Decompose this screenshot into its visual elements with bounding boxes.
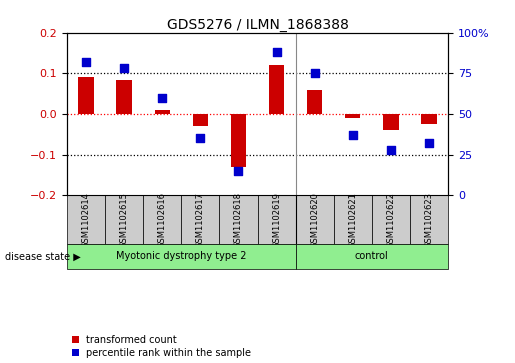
Point	[349, 132, 357, 138]
Text: GSM1102618: GSM1102618	[234, 192, 243, 248]
Point	[158, 95, 166, 101]
Text: GSM1102619: GSM1102619	[272, 192, 281, 248]
Bar	[410, 195, 448, 244]
Bar	[67, 244, 296, 269]
Bar	[105, 195, 143, 244]
Legend: transformed count, percentile rank within the sample: transformed count, percentile rank withi…	[72, 335, 251, 358]
Text: disease state ▶: disease state ▶	[5, 252, 81, 261]
Point	[272, 49, 281, 55]
Text: control: control	[355, 252, 389, 261]
Bar	[307, 90, 322, 114]
Bar	[334, 195, 372, 244]
Bar	[143, 195, 181, 244]
Point	[82, 59, 90, 65]
Point	[234, 168, 243, 174]
Point	[311, 70, 319, 76]
Text: GSM1102616: GSM1102616	[158, 192, 167, 248]
Bar	[231, 114, 246, 167]
Text: GSM1102620: GSM1102620	[310, 192, 319, 248]
Bar	[181, 195, 219, 244]
Text: GSM1102621: GSM1102621	[348, 192, 357, 248]
Text: GSM1102622: GSM1102622	[386, 192, 396, 248]
Text: GSM1102615: GSM1102615	[119, 192, 129, 248]
Bar	[421, 114, 437, 124]
Bar	[154, 110, 170, 114]
Point	[387, 147, 395, 153]
Bar	[116, 80, 132, 114]
Bar	[258, 195, 296, 244]
Bar	[193, 114, 208, 126]
Bar	[383, 114, 399, 130]
Title: GDS5276 / ILMN_1868388: GDS5276 / ILMN_1868388	[166, 18, 349, 32]
Text: GSM1102614: GSM1102614	[81, 192, 91, 248]
Bar	[345, 114, 360, 118]
Point	[425, 140, 433, 146]
Bar	[296, 244, 448, 269]
Bar	[296, 195, 334, 244]
Bar	[78, 77, 94, 114]
Text: Myotonic dystrophy type 2: Myotonic dystrophy type 2	[116, 252, 247, 261]
Bar	[67, 195, 105, 244]
Bar	[372, 195, 410, 244]
Text: GSM1102617: GSM1102617	[196, 192, 205, 248]
Text: GSM1102623: GSM1102623	[424, 192, 434, 248]
Point	[120, 66, 128, 72]
Bar	[219, 195, 258, 244]
Bar	[269, 65, 284, 114]
Point	[196, 135, 204, 141]
